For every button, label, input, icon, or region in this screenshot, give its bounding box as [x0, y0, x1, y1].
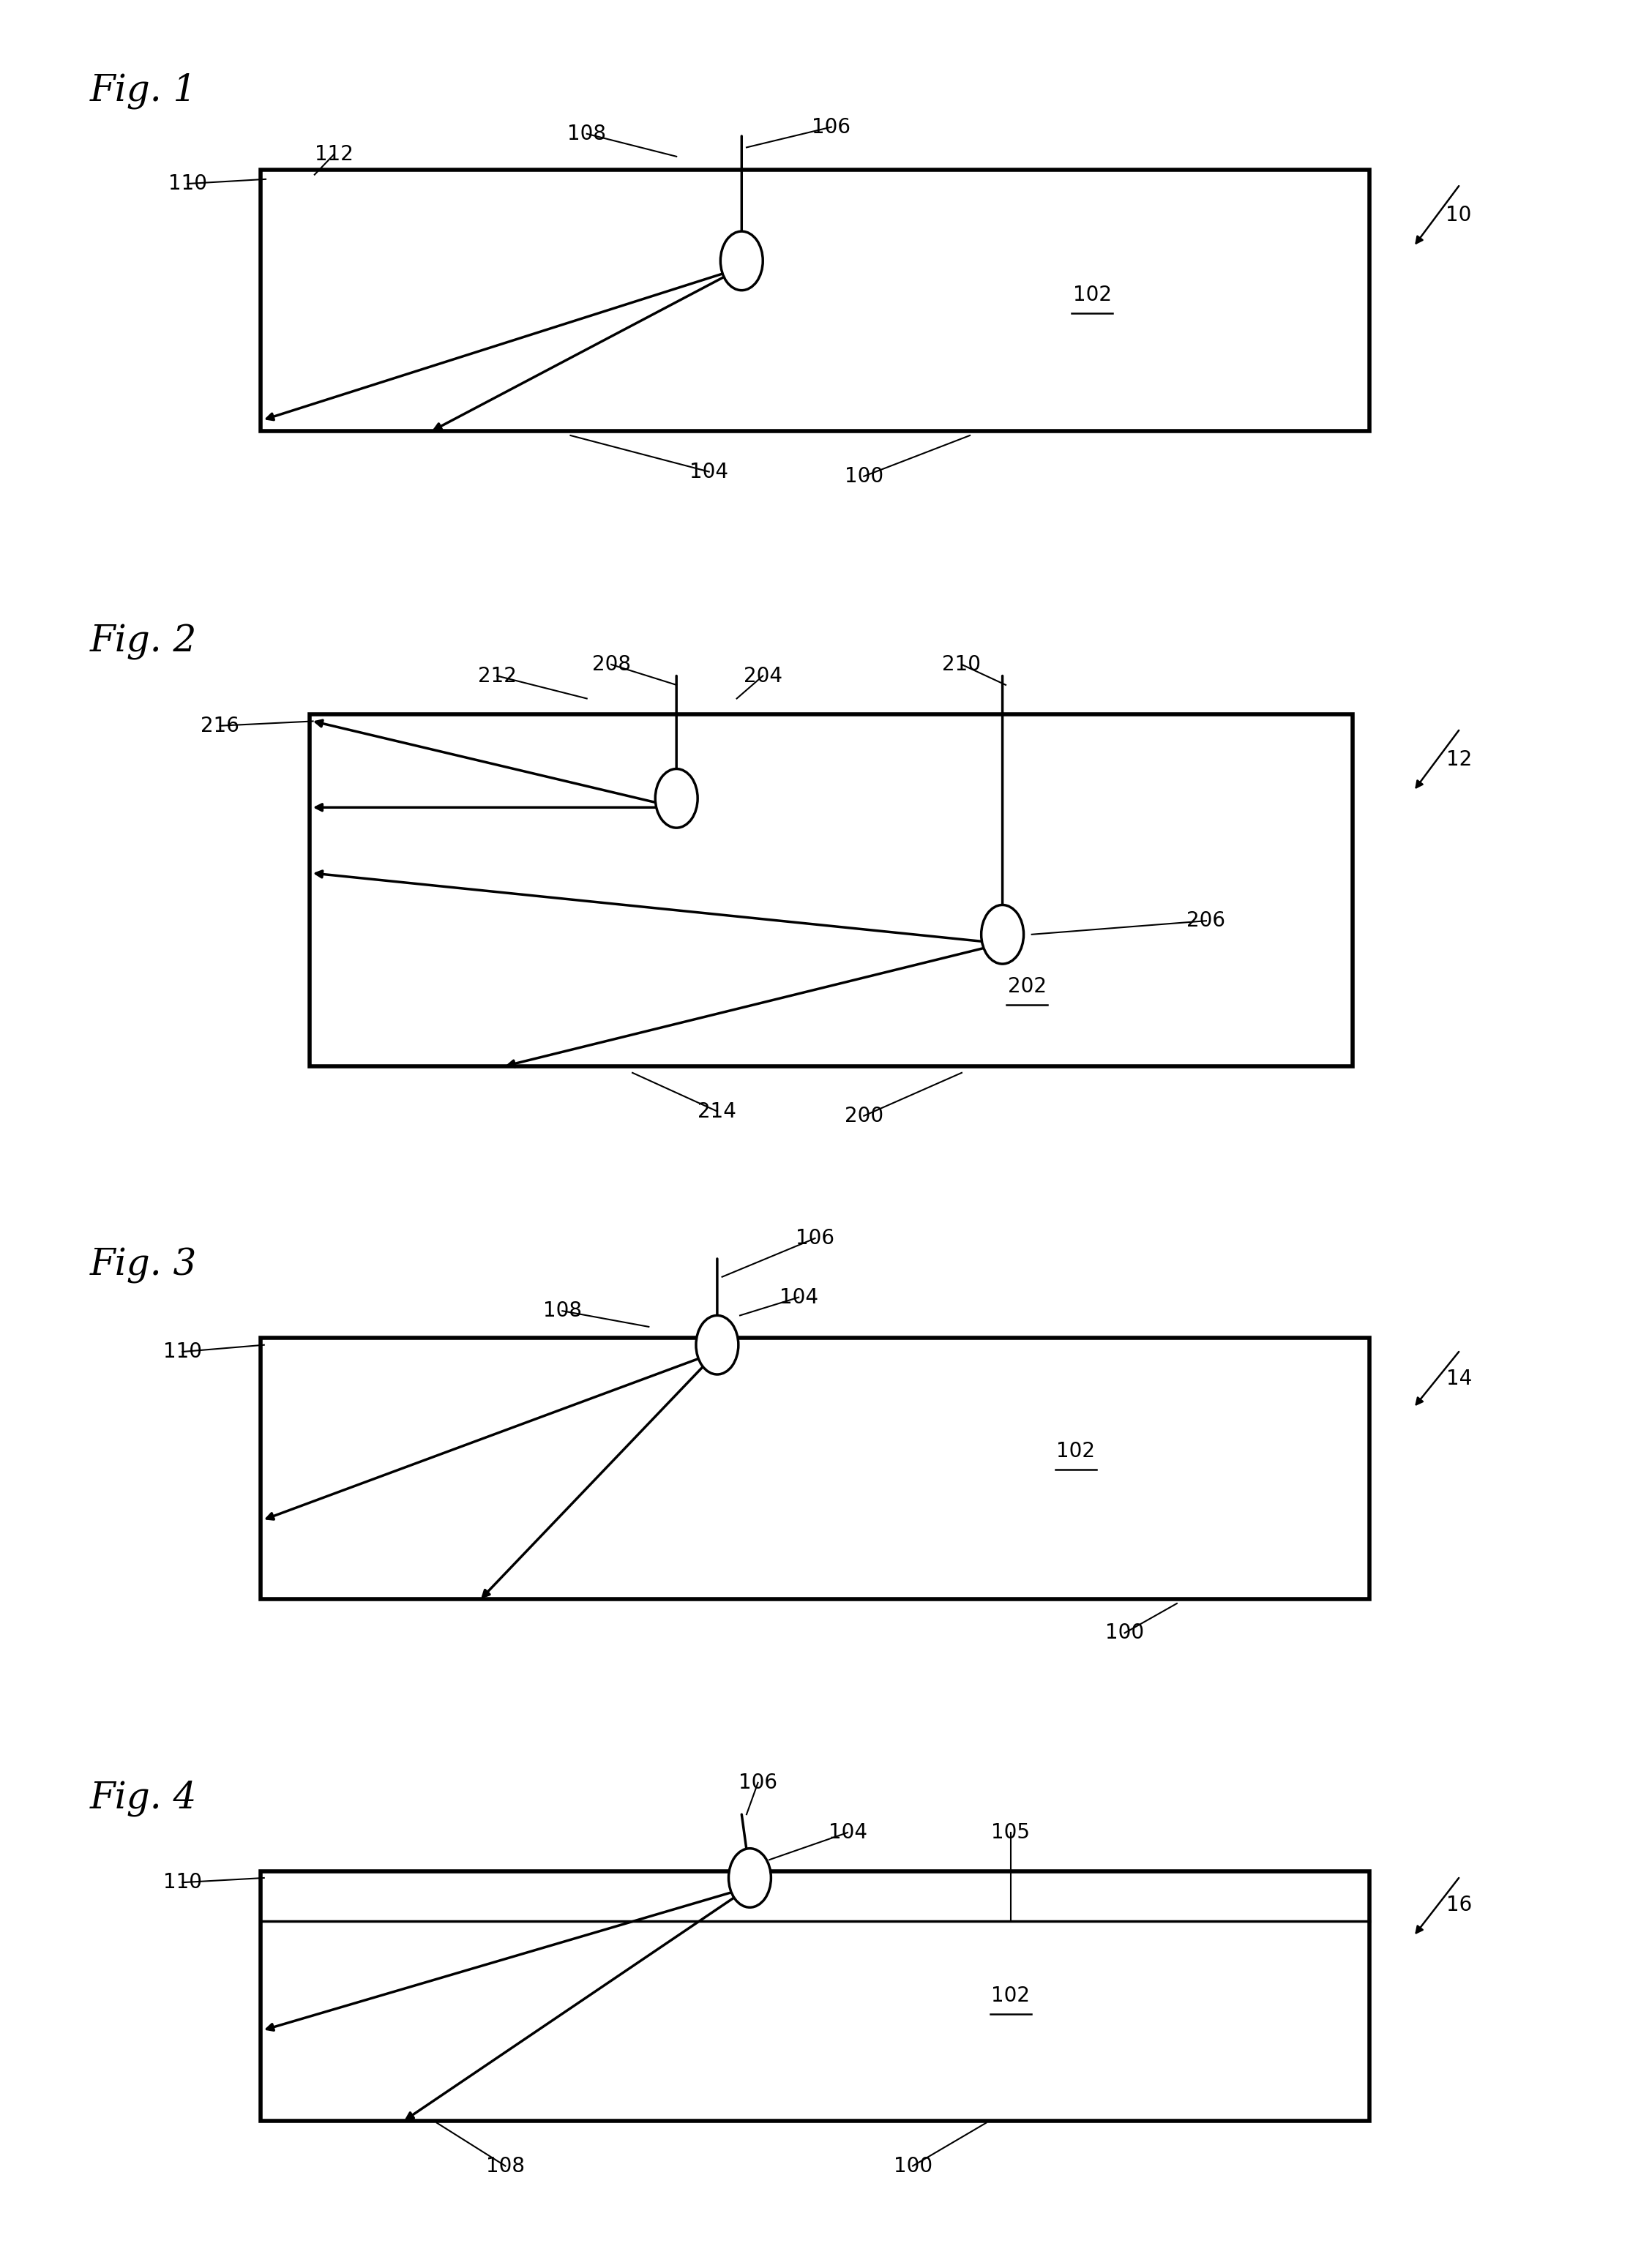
Text: 12: 12	[1446, 748, 1472, 771]
Bar	[261, 1338, 1369, 1599]
Text: 200: 200	[844, 1105, 883, 1127]
Circle shape	[720, 231, 763, 290]
Text: 105: 105	[991, 1821, 1030, 1844]
Text: 102: 102	[1056, 1440, 1095, 1463]
Text: 14: 14	[1446, 1368, 1472, 1390]
Circle shape	[981, 905, 1024, 964]
Text: 216: 216	[200, 714, 240, 737]
Text: 100: 100	[893, 2155, 932, 2177]
Text: 104: 104	[689, 460, 729, 483]
Circle shape	[655, 769, 698, 828]
Text: 110: 110	[163, 1871, 202, 1894]
Text: 206: 206	[1187, 909, 1226, 932]
Text: 104: 104	[779, 1286, 818, 1309]
Text: 102: 102	[991, 1984, 1030, 2007]
Bar	[261, 1871, 1369, 2121]
Text: 16: 16	[1446, 1894, 1472, 1916]
Text: Fig. 3: Fig. 3	[90, 1247, 197, 1284]
Text: 106: 106	[812, 116, 851, 138]
Text: 214: 214	[698, 1100, 737, 1123]
Text: 106: 106	[738, 1771, 778, 1794]
Text: 108: 108	[486, 2155, 525, 2177]
Text: 212: 212	[478, 665, 517, 687]
Text: 110: 110	[168, 172, 207, 195]
Text: Fig. 1: Fig. 1	[90, 73, 197, 109]
Text: 100: 100	[1105, 1622, 1144, 1644]
Circle shape	[729, 1848, 771, 1907]
Text: 10: 10	[1446, 204, 1472, 227]
Text: 204: 204	[743, 665, 782, 687]
Text: 100: 100	[844, 465, 883, 488]
Text: 110: 110	[163, 1340, 202, 1363]
Text: 108: 108	[567, 122, 606, 145]
Text: Fig. 2: Fig. 2	[90, 624, 197, 660]
Text: 208: 208	[592, 653, 631, 676]
Bar	[310, 714, 1353, 1066]
Text: 108: 108	[543, 1300, 582, 1322]
Bar	[261, 170, 1369, 431]
Text: 106: 106	[795, 1227, 835, 1250]
Circle shape	[696, 1315, 738, 1374]
Text: 102: 102	[1073, 284, 1112, 306]
Text: 112: 112	[315, 143, 354, 166]
Text: Fig. 4: Fig. 4	[90, 1780, 197, 1817]
Text: 202: 202	[1007, 975, 1046, 998]
Text: 210: 210	[942, 653, 981, 676]
Text: 104: 104	[828, 1821, 867, 1844]
